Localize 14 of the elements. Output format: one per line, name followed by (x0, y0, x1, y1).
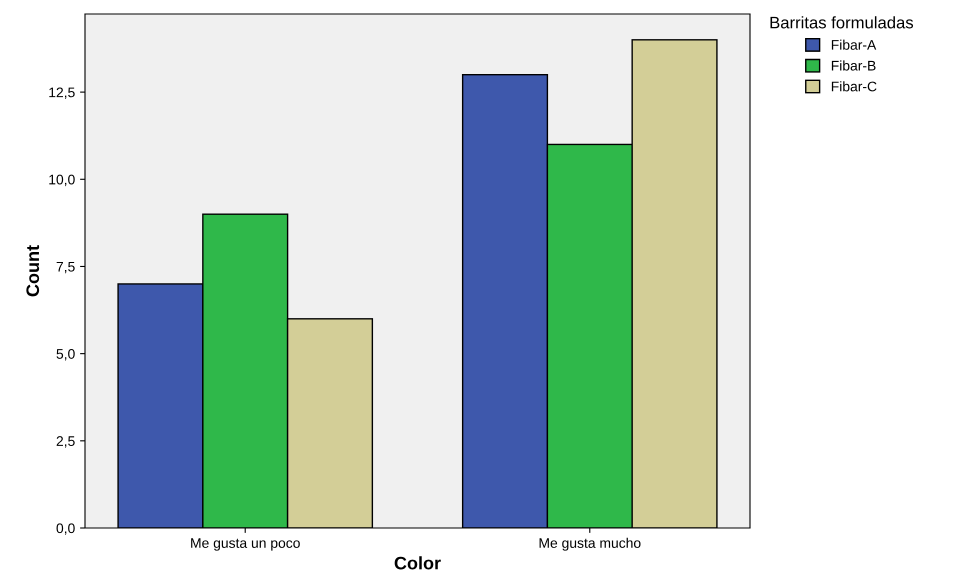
y-tick-label: 0,0 (56, 523, 75, 535)
y-tick-label: 10,0 (49, 174, 75, 186)
x-axis-title: Color (394, 556, 441, 570)
y-tick-label: 12,5 (49, 87, 75, 99)
y-tick-label: 5,0 (56, 348, 75, 360)
y-axis-title: Count (26, 245, 40, 296)
y-tick-label: 7,5 (56, 262, 75, 274)
y-tick-label: 2,5 (56, 436, 75, 448)
x-tick-label: Me gusta un poco (191, 538, 300, 551)
legend-label: Fibar-A (832, 40, 876, 50)
x-tick-label: Me gusta mucho (540, 538, 641, 551)
legend-label: Fibar-B (832, 60, 876, 71)
legend-title: Barritas formuladas (770, 16, 914, 28)
legend-label: Fibar-C (832, 81, 877, 92)
